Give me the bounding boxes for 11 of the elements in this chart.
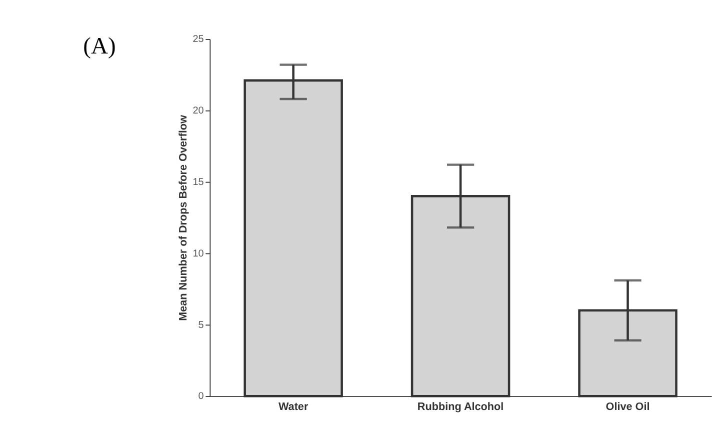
x-tick-label: Water (278, 401, 309, 414)
y-tick-label: 5 (198, 320, 204, 331)
y-tick-label: 25 (192, 34, 204, 46)
y-tick-label: 20 (192, 106, 204, 117)
text: (A) (83, 33, 116, 60)
y-axis-title: Mean Number of Drops Before Overflow (177, 114, 190, 321)
y-tick-label: 0 (198, 391, 204, 402)
x-tick-label: Olive Oil (606, 401, 650, 414)
y-tick-label: 15 (192, 177, 204, 188)
y-tick-label: 10 (192, 248, 204, 260)
x-tick-label: Rubbing Alcohol (417, 401, 504, 414)
